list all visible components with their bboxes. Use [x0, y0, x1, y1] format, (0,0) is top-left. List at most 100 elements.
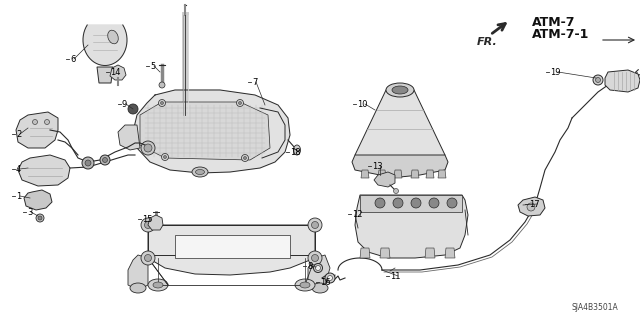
Polygon shape: [394, 170, 402, 178]
Ellipse shape: [328, 276, 333, 280]
Text: ATM-7-1: ATM-7-1: [532, 27, 589, 41]
Ellipse shape: [36, 214, 44, 222]
Ellipse shape: [82, 157, 94, 169]
Ellipse shape: [394, 189, 399, 194]
Text: 15: 15: [142, 215, 152, 224]
Polygon shape: [118, 125, 140, 150]
Ellipse shape: [375, 198, 385, 208]
Ellipse shape: [325, 273, 335, 283]
Text: 16: 16: [320, 278, 331, 287]
Ellipse shape: [312, 255, 319, 262]
Ellipse shape: [161, 101, 163, 105]
Ellipse shape: [100, 155, 110, 165]
Text: 19: 19: [550, 68, 561, 77]
Polygon shape: [133, 90, 290, 173]
Ellipse shape: [163, 155, 166, 159]
Polygon shape: [425, 248, 435, 258]
Text: 6: 6: [70, 55, 76, 64]
Polygon shape: [445, 248, 455, 258]
Ellipse shape: [159, 82, 165, 88]
Text: SJA4B3501A: SJA4B3501A: [572, 302, 619, 311]
Ellipse shape: [316, 265, 321, 271]
Polygon shape: [18, 155, 70, 186]
Text: 17: 17: [529, 200, 540, 209]
Polygon shape: [438, 170, 446, 178]
Ellipse shape: [45, 120, 49, 124]
Ellipse shape: [33, 120, 38, 124]
Text: 7: 7: [252, 78, 257, 87]
Ellipse shape: [141, 218, 155, 232]
Polygon shape: [83, 25, 127, 65]
Text: 3: 3: [27, 208, 33, 217]
Text: 13: 13: [372, 162, 383, 171]
Polygon shape: [360, 195, 462, 212]
Ellipse shape: [159, 100, 166, 107]
Text: 10: 10: [357, 100, 367, 109]
Ellipse shape: [308, 251, 322, 265]
Ellipse shape: [128, 104, 138, 114]
Polygon shape: [352, 155, 448, 177]
Ellipse shape: [161, 153, 168, 160]
Ellipse shape: [294, 145, 301, 155]
Ellipse shape: [392, 86, 408, 94]
Polygon shape: [361, 170, 369, 178]
Polygon shape: [140, 102, 270, 160]
Text: 18: 18: [290, 148, 301, 157]
Polygon shape: [97, 67, 113, 83]
Polygon shape: [148, 225, 315, 275]
Ellipse shape: [148, 279, 168, 291]
Ellipse shape: [141, 251, 155, 265]
Ellipse shape: [145, 221, 152, 228]
Ellipse shape: [447, 198, 457, 208]
Text: 11: 11: [390, 272, 401, 281]
Polygon shape: [518, 197, 545, 216]
Ellipse shape: [102, 158, 108, 162]
Text: 9: 9: [122, 100, 127, 109]
Polygon shape: [16, 112, 58, 148]
Ellipse shape: [308, 218, 322, 232]
Ellipse shape: [527, 203, 535, 211]
Polygon shape: [426, 170, 434, 178]
Text: 8: 8: [307, 262, 312, 271]
Text: 2: 2: [16, 130, 21, 139]
Ellipse shape: [153, 282, 163, 288]
Ellipse shape: [192, 167, 208, 177]
Ellipse shape: [429, 198, 439, 208]
Ellipse shape: [241, 154, 248, 161]
Text: 14: 14: [110, 68, 120, 77]
Ellipse shape: [595, 78, 600, 83]
Polygon shape: [175, 235, 290, 258]
Polygon shape: [360, 248, 370, 258]
Polygon shape: [411, 170, 419, 178]
Polygon shape: [355, 195, 468, 258]
Ellipse shape: [314, 263, 323, 272]
Text: ATM-7: ATM-7: [532, 16, 575, 28]
Ellipse shape: [237, 100, 243, 107]
Ellipse shape: [85, 160, 91, 166]
Polygon shape: [308, 255, 330, 290]
Ellipse shape: [300, 282, 310, 288]
Polygon shape: [24, 190, 52, 210]
Polygon shape: [355, 90, 445, 165]
Polygon shape: [374, 172, 395, 187]
Text: 4: 4: [16, 165, 21, 174]
Ellipse shape: [239, 101, 241, 105]
Ellipse shape: [593, 75, 603, 85]
Ellipse shape: [130, 283, 146, 293]
Ellipse shape: [243, 157, 246, 160]
Text: 12: 12: [352, 210, 362, 219]
Ellipse shape: [295, 279, 315, 291]
Ellipse shape: [411, 198, 421, 208]
Ellipse shape: [393, 198, 403, 208]
Text: 1: 1: [16, 192, 21, 201]
Ellipse shape: [145, 255, 152, 262]
Ellipse shape: [38, 216, 42, 220]
Text: 5: 5: [150, 62, 156, 71]
Polygon shape: [110, 65, 126, 80]
Text: FR.: FR.: [477, 37, 498, 47]
Ellipse shape: [312, 221, 319, 228]
Ellipse shape: [144, 144, 152, 152]
Polygon shape: [148, 215, 163, 230]
Ellipse shape: [141, 141, 155, 155]
Ellipse shape: [312, 283, 328, 293]
